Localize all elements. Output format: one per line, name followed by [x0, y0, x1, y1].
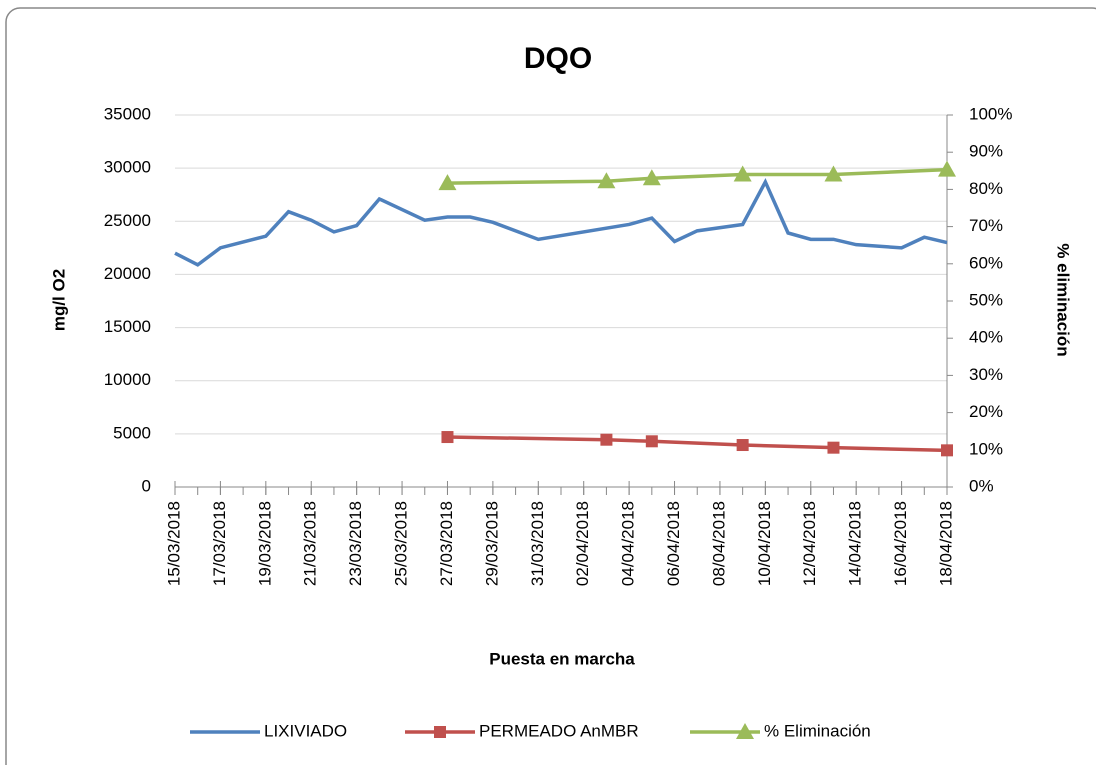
- y-tick-label: 5000: [113, 423, 151, 442]
- y2-tick-label: 90%: [969, 142, 1003, 161]
- legend-label: PERMEADO AnMBR: [479, 721, 639, 740]
- x-tick-label: 04/04/2018: [619, 501, 638, 586]
- marker: [441, 431, 454, 444]
- y2-tick-label: 70%: [969, 216, 1003, 235]
- y-tick-label: 20000: [104, 264, 151, 283]
- y-tick-label: 30000: [104, 158, 151, 177]
- y2-axis-label: % eliminación: [1054, 243, 1073, 356]
- y2-tick-label: 20%: [969, 402, 1003, 421]
- series-line: [447, 435, 948, 453]
- x-tick-label: 08/04/2018: [709, 501, 728, 586]
- marker: [642, 169, 661, 186]
- series-line: [174, 177, 948, 267]
- marker: [736, 723, 754, 739]
- y2-tick-label: 40%: [969, 328, 1003, 347]
- marker: [824, 165, 843, 182]
- x-tick-label: 17/03/2018: [210, 501, 229, 586]
- marker: [645, 435, 658, 448]
- y2-tick-label: 50%: [969, 290, 1003, 309]
- marker: [434, 726, 446, 738]
- x-tick-label: 16/04/2018: [891, 501, 910, 586]
- marker: [827, 441, 840, 454]
- y-tick-label: 35000: [104, 104, 151, 123]
- x-axis-label: Puesta en marcha: [489, 649, 635, 668]
- x-tick-label: 25/03/2018: [392, 501, 411, 586]
- y-tick-label: 15000: [104, 317, 151, 336]
- y-tick-label: 0: [142, 476, 151, 495]
- y2-tick-label: 10%: [969, 439, 1003, 458]
- legend-label: % Eliminación: [764, 721, 871, 740]
- marker: [597, 172, 616, 189]
- y-axis-label: mg/l O2: [49, 269, 68, 331]
- x-tick-label: 12/04/2018: [800, 501, 819, 586]
- x-tick-label: 06/04/2018: [664, 501, 683, 586]
- y-tick-label: 25000: [104, 211, 151, 230]
- marker: [941, 444, 953, 457]
- x-tick-label: 27/03/2018: [437, 501, 456, 586]
- x-tick-label: 02/04/2018: [573, 501, 592, 586]
- x-tick-label: 10/04/2018: [755, 501, 774, 586]
- marker: [600, 433, 613, 446]
- y-tick-label: 10000: [104, 370, 151, 389]
- y2-tick-label: 100%: [969, 104, 1012, 123]
- legend-label: LIXIVIADO: [264, 721, 347, 740]
- x-tick-label: 29/03/2018: [482, 501, 501, 586]
- x-tick-label: 23/03/2018: [346, 501, 365, 586]
- y2-tick-label: 60%: [969, 253, 1003, 272]
- marker: [438, 174, 457, 191]
- y2-tick-label: 30%: [969, 365, 1003, 384]
- series-line: [447, 167, 948, 185]
- x-tick-label: 19/03/2018: [255, 501, 274, 586]
- chart-title: DQO: [524, 42, 592, 75]
- marker: [733, 165, 752, 182]
- marker: [938, 160, 956, 177]
- x-tick-label: 21/03/2018: [301, 501, 320, 586]
- x-tick-label: 18/04/2018: [936, 501, 955, 586]
- x-tick-label: 15/03/2018: [164, 501, 183, 586]
- x-tick-label: 31/03/2018: [528, 501, 547, 586]
- y2-tick-label: 0%: [969, 476, 994, 495]
- y2-tick-label: 80%: [969, 179, 1003, 198]
- marker: [736, 439, 749, 452]
- x-tick-label: 14/04/2018: [846, 501, 865, 586]
- chart-frame: [5, 7, 1096, 770]
